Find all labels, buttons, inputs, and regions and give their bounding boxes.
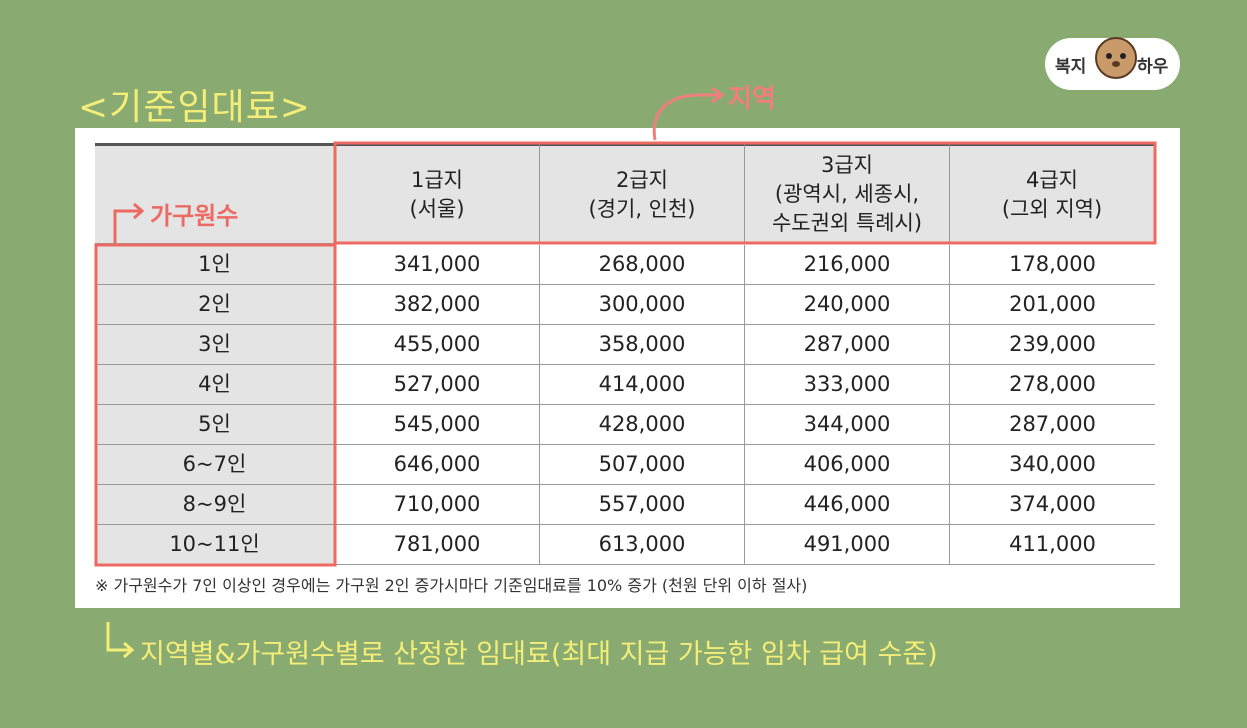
table-cell: 507,000	[540, 445, 745, 485]
table-cell: 414,000	[540, 365, 745, 405]
table-cell: 341,000	[335, 245, 540, 285]
table-cell: 278,000	[950, 365, 1155, 405]
row-header: 10~11인	[95, 525, 335, 565]
header-line: (서울)	[409, 196, 465, 221]
row-header: 3인	[95, 325, 335, 365]
footnote: ※ 가구원수가 7인 이상인 경우에는 가구원 2인 증가시마다 기준임대료를 …	[95, 576, 808, 595]
table-cell: 455,000	[335, 325, 540, 365]
table-cell: 240,000	[745, 285, 950, 325]
table-cell: 491,000	[745, 525, 950, 565]
header-line: 3급지	[820, 153, 873, 177]
table-cell: 428,000	[540, 405, 745, 445]
highlight-box	[333, 141, 1157, 245]
column-header: 1급지 (서울)	[335, 143, 540, 244]
logo-text: 복지	[1055, 57, 1087, 77]
table-cell: 527,000	[335, 365, 540, 405]
highlight-box	[94, 243, 337, 567]
row-header: 5인	[95, 405, 335, 445]
table-cell: 411,000	[950, 525, 1155, 565]
table-cell: 557,000	[540, 485, 745, 525]
arrow	[106, 622, 135, 659]
column-header: 3급지 (광역시, 세종시, 수도권외 특례시)	[745, 143, 950, 244]
region-annotation: 지역	[728, 84, 776, 114]
row-header: 1인	[95, 245, 335, 285]
household-annotation: 가구원수	[150, 202, 239, 230]
row-header: 8~9인	[95, 485, 335, 525]
header-line: 4급지	[1025, 167, 1078, 192]
table-cell: 216,000	[745, 245, 950, 285]
row-header: 2인	[95, 285, 335, 325]
logo: 복지 하우	[1045, 37, 1180, 90]
table-cell: 710,000	[335, 485, 540, 525]
logo-icon	[1095, 37, 1137, 79]
row-header: 4인	[95, 365, 335, 405]
header-line: (그외 지역)	[1001, 196, 1103, 221]
table-cell: 178,000	[950, 245, 1155, 285]
caption: 지역별&가구원수별로 산정한 임대료(최대 지급 가능한 임차 급여 수준)	[140, 639, 938, 670]
header-line: (경기, 인천)	[588, 196, 696, 221]
header-line: 2급지	[615, 167, 668, 192]
table-cell: 613,000	[540, 525, 745, 565]
table-cell: 333,000	[745, 365, 950, 405]
arrow	[652, 86, 725, 141]
table-cell: 287,000	[745, 325, 950, 365]
table-cell: 201,000	[950, 285, 1155, 325]
table-cell: 358,000	[540, 325, 745, 365]
table-cell: 239,000	[950, 325, 1155, 365]
header-corner	[95, 143, 335, 244]
table-cell: 374,000	[950, 485, 1155, 525]
table-cell: 545,000	[335, 405, 540, 445]
table-cell: 382,000	[335, 285, 540, 325]
column-header: 2급지 (경기, 인천)	[540, 143, 745, 244]
table-cell: 268,000	[540, 245, 745, 285]
header-line: 수도권외 특례시)	[771, 211, 923, 235]
arrow	[113, 202, 145, 243]
row-header: 6~7인	[95, 445, 335, 485]
table-cell: 340,000	[950, 445, 1155, 485]
table-cell: 287,000	[950, 405, 1155, 445]
logo-text: 하우	[1137, 57, 1169, 77]
header-line: 1급지	[410, 167, 463, 192]
table-cell: 344,000	[745, 405, 950, 445]
table-cell: 300,000	[540, 285, 745, 325]
table-cell: 781,000	[335, 525, 540, 565]
table-cell: 646,000	[335, 445, 540, 485]
table-cell: 406,000	[745, 445, 950, 485]
page-title: <기준임대료>	[78, 87, 311, 128]
header-line: (광역시, 세종시,	[774, 182, 920, 206]
table-cell: 446,000	[745, 485, 950, 525]
